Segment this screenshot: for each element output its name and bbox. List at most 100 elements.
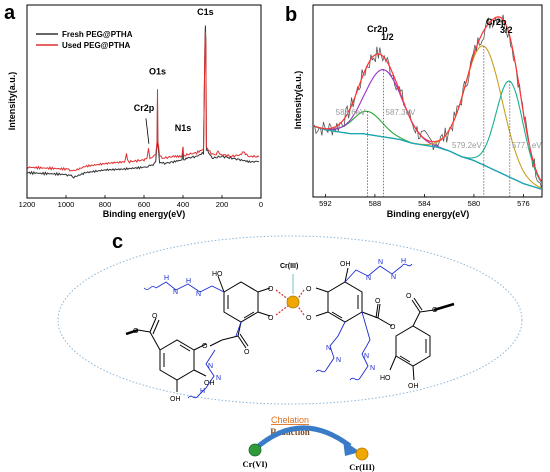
panel-a-cr2p-pointer (145, 118, 150, 144)
panel-b-ev-label: 588.6eV (336, 108, 366, 117)
panel-b-peak-579.2 (312, 45, 543, 189)
right-ring-hexagon (395, 325, 431, 367)
panel-a-tick-label: 200 (216, 200, 229, 209)
panel-a-annotations: C1s O1s N1s Cr2p (134, 7, 214, 144)
panel-b-tick-label: 592 (319, 199, 332, 208)
left-link-o: O (202, 343, 208, 350)
scheme-center-left-ring (209, 275, 271, 349)
panel-a: a 1200 1000 800 600 400 200 0 Binding energy(e… (4, 2, 263, 219)
left-carbonyl-o: O (152, 313, 158, 320)
amine-h-2: H (164, 275, 169, 282)
scheme-right-ring (389, 297, 455, 381)
reduction-arrow-body (252, 425, 352, 452)
panel-b-curves (312, 14, 543, 191)
panel-b-ev-label: 579.2eV (452, 141, 482, 150)
panel-b-peak-577.1 (312, 80, 543, 184)
amine-n-4: N (216, 375, 221, 382)
panel-b-label: b (285, 4, 297, 26)
panel-b-xlabel: Binding energy(eV) (387, 209, 470, 219)
center-left-hexagon (223, 281, 259, 323)
amine-h-4: H (401, 258, 406, 265)
panel-a-tick-label: 600 (138, 200, 151, 209)
panel-b-ev-label: 587.3eV (386, 108, 416, 117)
panel-b-peak-label-1-2: Cr2p (367, 24, 388, 34)
center-right-hexagon (327, 281, 363, 323)
amine-labels: N H N H N N H N N N H N N N N (164, 258, 406, 395)
amine-n-9: N (336, 357, 341, 364)
right-ho: HO (380, 375, 391, 382)
amine-n-6: N (378, 259, 383, 266)
left-oh-1: OH (170, 396, 181, 403)
panel-b-frame (312, 4, 543, 198)
cr-center-label: Cr(III) (280, 263, 298, 270)
panel-a-xlabel: Binding energy(eV) (103, 209, 186, 219)
panel-b-peak-label-3-2: Cr2p (486, 17, 507, 27)
cr-iii-label: Cr(III) (349, 462, 375, 472)
panel-b-ev-label: 577.1eV (512, 141, 542, 150)
legend-label-used: Used PEG@PTHA (62, 41, 130, 50)
panel-a-tick-label: 1000 (58, 200, 75, 209)
panel-a-tick-label: 400 (177, 200, 190, 209)
amine-n-10: N (364, 353, 369, 360)
panel-a-annotation-c1s: C1s (197, 7, 214, 17)
panel-b-x-ticks: 592 588 584 580 576 (319, 194, 530, 208)
amine-n-11: N (370, 365, 375, 372)
right-oh: OH (408, 383, 419, 390)
center-left-carbonyl-o: O (244, 349, 250, 356)
scheme-center-right-ring (315, 267, 393, 327)
amine-n-1: N (196, 291, 201, 298)
chelate-o-2: O (268, 315, 274, 322)
panel-a-legend: Fresh PEG@PTHA Used PEG@PTHA (36, 30, 133, 50)
amine-wavy-ends (143, 263, 413, 399)
chelate-o-4: O (306, 315, 312, 322)
panel-b-peak-label-sub: 3/2 (500, 25, 513, 35)
amine-n-8: N (326, 345, 331, 352)
chelate-bonds (275, 289, 305, 316)
chelate-o-3: O (306, 286, 312, 293)
panel-a-tick-label: 1200 (19, 200, 36, 209)
chelation-label: Chelation (271, 415, 309, 425)
panel-b-tick-label: 580 (468, 199, 481, 208)
reduction-arrow-head (343, 440, 360, 456)
panel-c-label: c (112, 231, 123, 253)
cr-vi-label: Cr(VI) (242, 459, 267, 469)
panel-a-x-ticks: 1200 1000 800 600 400 200 0 (19, 195, 263, 209)
panel-c: c O O O OH OH (57, 231, 523, 472)
panel-a-annotation-n1s: N1s (175, 123, 192, 133)
amine-n-2: N (173, 289, 178, 296)
center-right-oh: OH (340, 261, 351, 268)
center-right-link-o: O (390, 324, 396, 331)
amine-n-7: N (391, 274, 396, 281)
panel-a-annotation-o1s: O1s (149, 67, 166, 77)
panel-a-tick-label: 800 (99, 200, 112, 209)
panel-a-label: a (4, 2, 16, 24)
left-ester-o: O (133, 328, 139, 335)
panel-b-background (312, 125, 542, 190)
chelate-o-1: O (268, 286, 274, 293)
amine-n-3: N (208, 363, 213, 370)
panel-a-annotation-cr2p: Cr2p (134, 103, 155, 113)
cr-iii-atom (355, 447, 369, 461)
right-carbonyl-o: O (406, 293, 412, 300)
panel-b: b 592 588 584 580 576 Binding energy(eV) Int… (285, 4, 543, 219)
panel-b-tick-label: 588 (369, 199, 382, 208)
amine-n-5: N (366, 275, 371, 282)
panel-b-tick-label: 584 (418, 199, 431, 208)
left-ring-hexagon (159, 339, 195, 381)
scheme-left-ring (125, 317, 207, 392)
reduction-scheme: Chelation Reduction Cr(VI) Cr(III) (242, 415, 374, 472)
legend-label-fresh: Fresh PEG@PTHA (62, 30, 133, 39)
cr-vi-atom (248, 443, 262, 457)
panel-b-raw-spectrum (312, 14, 543, 191)
panel-b-peak-label-sub: 1/2 (381, 32, 394, 42)
center-left-ho: HO (212, 271, 223, 278)
center-right-carbonyl-o: O (375, 298, 381, 305)
panel-b-tick-label: 576 (517, 199, 530, 208)
amine-h-3: H (200, 388, 205, 395)
cr-center-atom (286, 295, 300, 309)
amine-chains (155, 265, 403, 397)
scheme-ellipse (57, 235, 523, 405)
panel-a-ylabel: Intensity(a.u.) (7, 72, 17, 131)
